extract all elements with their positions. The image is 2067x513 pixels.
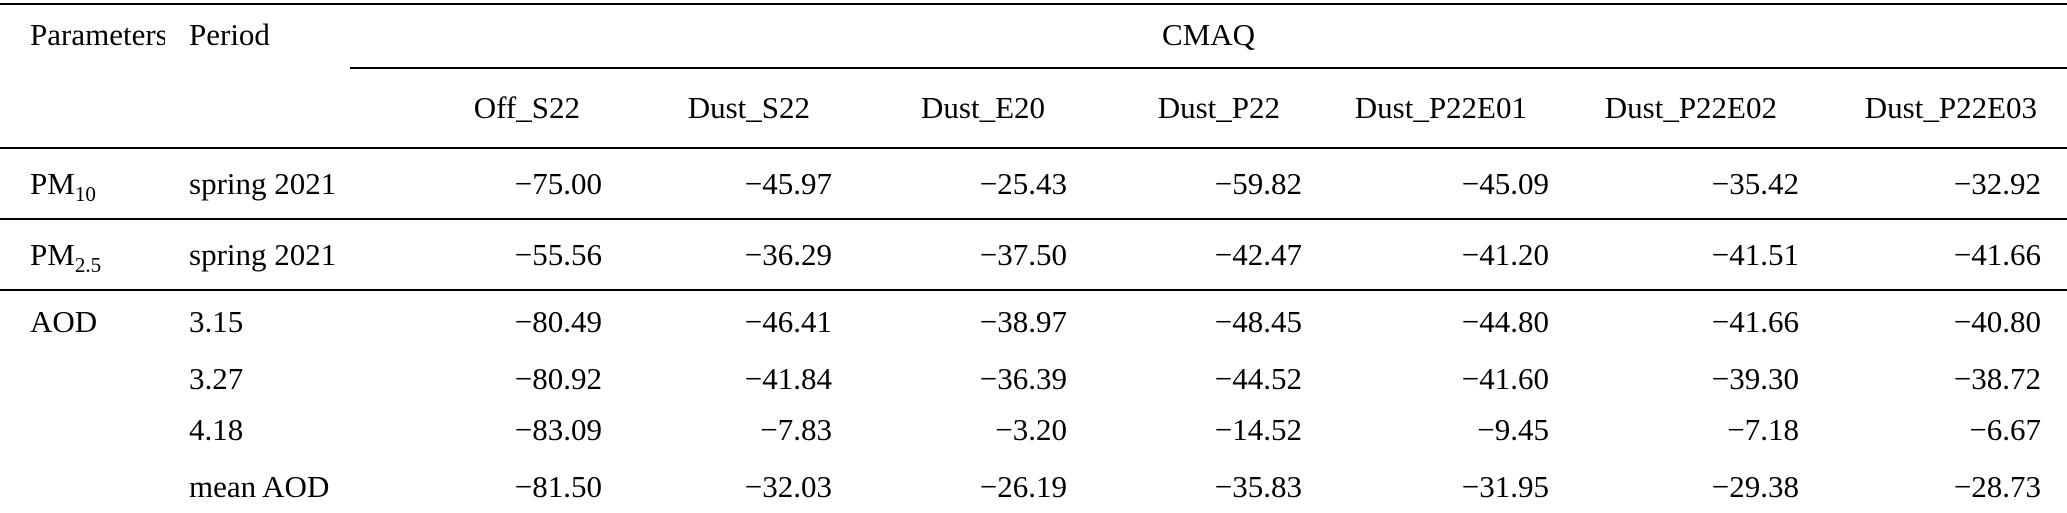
- value-cell: −26.19: [979, 468, 1067, 504]
- period-cell: spring 2021: [165, 218, 350, 290]
- value-cell: −45.97: [620, 147, 850, 219]
- scenario-header-row: Off_S22 Dust_S22 Dust_E20 Dust_P22 Dust_P22E…: [0, 68, 2067, 148]
- value-cell: −36.29: [620, 218, 850, 290]
- param-cell: PM2.5: [0, 218, 165, 290]
- table-body: PM10 spring 2021 −75.00 −45.97 −25.43 −59.82−…: [0, 147, 2067, 513]
- param-name: AOD: [30, 304, 98, 339]
- param-cell: AOD: [0, 289, 165, 353]
- param-name: PM: [30, 236, 75, 272]
- value-cell: −35.83: [1214, 468, 1302, 504]
- col-header-period: Period: [189, 17, 270, 52]
- value-cell: −41.60: [1461, 360, 1549, 396]
- value-cell: −7.18: [1727, 411, 1799, 447]
- value-cell: −25.43: [850, 147, 1085, 219]
- value-cell: −37.50: [850, 218, 1085, 290]
- param-cell: [0, 455, 165, 513]
- param-cell: [0, 404, 165, 455]
- value-cell: −80.49: [350, 289, 620, 353]
- param-cell: PM10: [0, 147, 165, 219]
- value-cell: −28.73: [1953, 468, 2042, 504]
- value-cell: −42.47: [1085, 218, 1320, 290]
- value-cell: −55.56: [350, 218, 620, 290]
- results-table: Parameters Period CMAQ Off_S22 Dust_S22 Du…: [0, 3, 2067, 513]
- value-cell: −3.20: [995, 411, 1067, 447]
- table-row: 3.27 −80.92 −41.84 −36.39 −44.52 −41.60 −39.30…: [0, 353, 2067, 404]
- param-cell: [0, 353, 165, 404]
- param-subscript: 10: [74, 181, 96, 206]
- value-cell: −44.80: [1320, 289, 1567, 353]
- value-cell: −40.80: [1817, 289, 2067, 353]
- period-cell: mean AOD: [189, 468, 330, 504]
- col-header-scenario: Dust_P22: [1157, 90, 1280, 125]
- value-cell: −32.03: [744, 468, 832, 504]
- value-cell: −38.97: [850, 289, 1085, 353]
- value-cell: −6.67: [1969, 411, 2042, 447]
- value-cell: −41.66: [1567, 289, 1817, 353]
- period-cell: 3.15: [165, 289, 350, 353]
- value-cell: −41.20: [1320, 218, 1567, 290]
- value-cell: −14.52: [1214, 411, 1302, 447]
- param-name: PM: [30, 165, 75, 201]
- value-cell: −41.66: [1817, 218, 2067, 290]
- col-header-scenario: Dust_E20: [921, 90, 1045, 125]
- col-group-header-cmaq: CMAQ: [350, 4, 2067, 69]
- value-cell: −75.00: [350, 147, 620, 219]
- value-cell: −80.92: [514, 360, 602, 396]
- value-cell: −29.38: [1711, 468, 1799, 504]
- period-cell: 3.27: [189, 360, 244, 396]
- value-cell: −44.52: [1214, 360, 1302, 396]
- value-cell: −38.72: [1953, 360, 2042, 396]
- value-cell: −48.45: [1085, 289, 1320, 353]
- param-subscript: 2.5: [74, 252, 102, 277]
- col-header-scenario: Off_S22: [473, 90, 580, 125]
- period-cell: 4.18: [189, 411, 244, 447]
- value-cell: −32.92: [1817, 147, 2067, 219]
- value-cell: −31.95: [1461, 468, 1549, 504]
- col-header-scenario: Dust_P22E03: [1864, 90, 2038, 125]
- table-row: PM10 spring 2021 −75.00 −45.97 −25.43 −59.82−…: [0, 147, 2067, 219]
- col-header-scenario: Dust_P22E01: [1354, 90, 1527, 125]
- group-header-row: Parameters Period CMAQ: [0, 4, 2067, 69]
- period-cell: spring 2021: [165, 147, 350, 219]
- value-cell: −81.50: [514, 468, 602, 504]
- col-header-parameters: Parameters: [30, 17, 165, 52]
- table-row: AOD 3.15 −80.49 −46.41 −38.97 −48.45 −44.80 −41…: [0, 289, 2067, 353]
- value-cell: −7.83: [760, 411, 832, 447]
- value-cell: −39.30: [1711, 360, 1799, 396]
- table-row: 4.18 −83.09 −7.83 −3.20 −14.52 −9.45 −7.18 −6.6…: [0, 404, 2067, 455]
- value-cell: −46.41: [620, 289, 850, 353]
- value-cell: −41.51: [1567, 218, 1817, 290]
- value-cell: −59.82: [1085, 147, 1320, 219]
- table-row: mean AOD −81.50 −32.03 −26.19 −35.83 −31.95 −2…: [0, 455, 2067, 513]
- value-cell: −36.39: [979, 360, 1067, 396]
- value-cell: −35.42: [1567, 147, 1817, 219]
- table-row: PM2.5 spring 2021 −55.56 −36.29 −37.50 −42.47…: [0, 218, 2067, 290]
- col-header-scenario: Dust_P22E02: [1604, 90, 1777, 125]
- value-cell: −83.09: [514, 411, 602, 447]
- value-cell: −9.45: [1477, 411, 1549, 447]
- col-header-scenario: Dust_S22: [687, 90, 810, 125]
- value-cell: −41.84: [744, 360, 832, 396]
- value-cell: −45.09: [1320, 147, 1567, 219]
